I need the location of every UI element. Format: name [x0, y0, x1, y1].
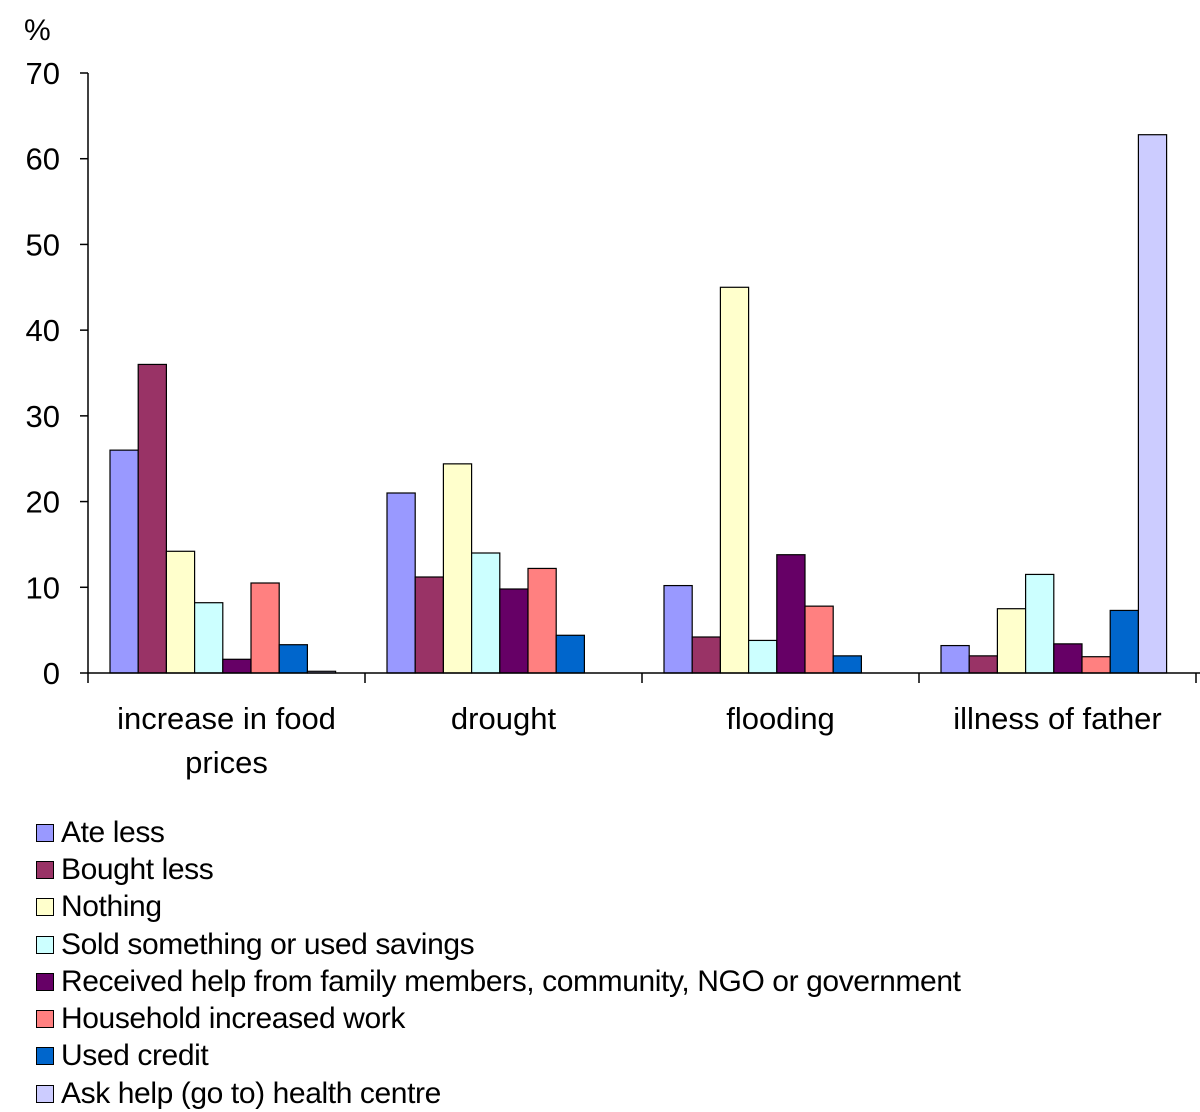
legend-item: Household increased work [36, 1000, 961, 1037]
bar [555, 634, 586, 674]
bar [719, 286, 750, 674]
legend-label: Household increased work [61, 1002, 405, 1036]
bar [222, 658, 252, 674]
x-category-label: increase in food [117, 701, 336, 736]
legend-swatch [36, 935, 54, 954]
bar [832, 655, 863, 674]
legend-swatch [36, 1047, 54, 1066]
bar [1081, 656, 1111, 674]
bar [1109, 609, 1139, 674]
bar [1137, 134, 1168, 674]
legend-swatch [36, 1084, 54, 1103]
bar [1053, 643, 1083, 674]
x-category-label: drought [451, 701, 557, 736]
bar [663, 584, 693, 674]
bar [527, 567, 557, 674]
legend-label: Ask help (go to) health centre [61, 1076, 441, 1110]
bar [278, 644, 309, 674]
bar [747, 639, 778, 674]
legend-label: Nothing [61, 890, 162, 924]
bar [968, 655, 999, 674]
legend-item: Ask help (go to) health centre [36, 1075, 961, 1112]
legend-item: Used credit [36, 1038, 961, 1075]
legend-swatch [36, 898, 54, 917]
x-category-label: illness of father [953, 701, 1162, 736]
bar [250, 582, 280, 674]
bar [165, 550, 196, 674]
bar [1024, 573, 1055, 674]
legend-swatch [36, 1010, 54, 1029]
legend-item: Received help from family members, commu… [36, 963, 961, 1000]
y-tick-label: 20 [26, 485, 60, 520]
bar [691, 636, 722, 674]
y-tick-label: 50 [26, 227, 60, 262]
legend-item: Nothing [36, 889, 961, 926]
bar [804, 605, 834, 674]
y-tick-label: 30 [26, 399, 60, 434]
bar [442, 463, 473, 674]
legend-item: Bought less [36, 851, 961, 888]
y-tick-label: 70 [26, 56, 60, 91]
bar [940, 644, 970, 674]
legend-swatch [36, 823, 54, 842]
y-tick-label: 60 [26, 142, 60, 177]
bar [386, 492, 416, 674]
bar-chart: 0 10 20 30 40 50 60 70 increase in food prices dro… [26, 56, 1200, 780]
bar [776, 554, 806, 674]
bar [194, 602, 224, 674]
x-category-label: prices [185, 745, 268, 780]
legend-label: Used credit [61, 1039, 209, 1073]
x-category-label: flooding [726, 701, 835, 736]
bar [471, 552, 501, 674]
y-tick-label: 0 [43, 656, 60, 691]
y-axis-unit-label: % [24, 14, 51, 47]
legend-label: Bought less [61, 852, 214, 886]
legend-label: Ate less [61, 815, 165, 849]
bar [996, 608, 1027, 674]
bar [137, 363, 167, 674]
legend-label: Received help from family members, commu… [61, 964, 961, 998]
y-tick-label: 10 [26, 570, 60, 605]
legend-item: Ate less [36, 814, 961, 851]
bar [414, 576, 445, 674]
chart-legend: Ate less Bought less Nothing Sold something… [36, 814, 961, 1112]
legend-label: Sold something or used savings [61, 927, 475, 961]
y-tick-label: 40 [26, 313, 60, 348]
bar [499, 588, 529, 674]
legend-swatch [36, 972, 54, 991]
bar [109, 449, 139, 674]
legend-item: Sold something or used savings [36, 926, 961, 963]
legend-swatch [36, 860, 54, 879]
